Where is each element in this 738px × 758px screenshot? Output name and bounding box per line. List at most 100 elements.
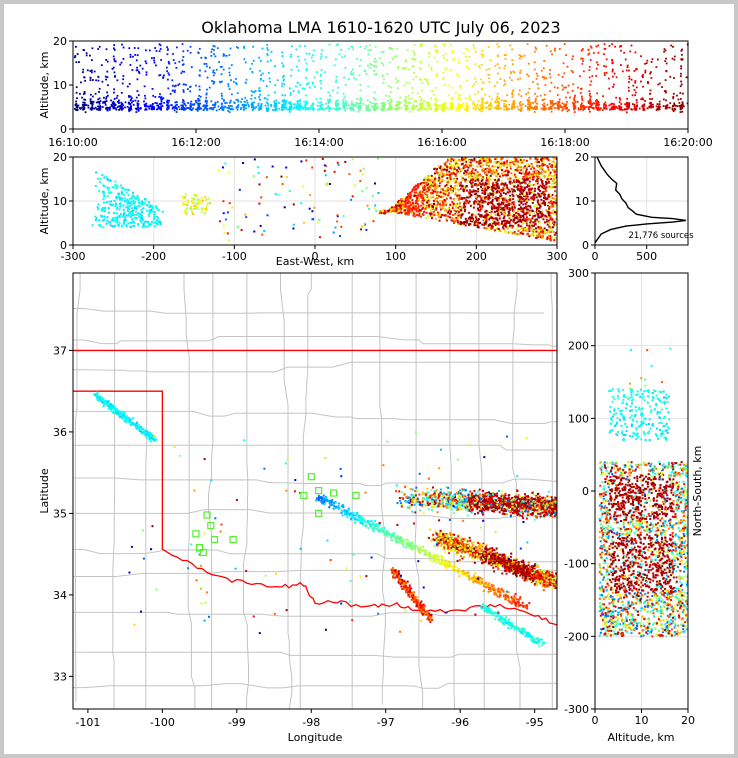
east-west-source-dot bbox=[507, 210, 510, 213]
time-altitude-source-dot bbox=[75, 91, 78, 94]
time-altitude-source-dot bbox=[158, 96, 161, 98]
time-altitude-source-dot bbox=[466, 79, 469, 82]
time-altitude-source-dot bbox=[358, 74, 361, 76]
east-west-source-dot bbox=[425, 217, 427, 219]
time-altitude-source-dot bbox=[426, 81, 429, 84]
east-west-source-dot bbox=[451, 164, 454, 167]
time-altitude-source-dot bbox=[228, 67, 231, 70]
east-west-source-dot bbox=[463, 178, 466, 181]
time-altitude-source-dot bbox=[605, 71, 608, 74]
east-west-source-dot bbox=[531, 199, 534, 202]
east-west-source-dot bbox=[501, 162, 504, 165]
east-west-source-dot bbox=[495, 181, 498, 184]
east-west-source-dot bbox=[513, 201, 516, 204]
time-altitude-source-dot bbox=[519, 57, 521, 60]
east-west-source-dot bbox=[497, 166, 499, 169]
time-altitude-source-dot bbox=[75, 100, 77, 103]
time-altitude-source-dot bbox=[158, 74, 161, 77]
east-west-source-dot bbox=[484, 187, 487, 190]
time-altitude-source-dot bbox=[375, 60, 378, 63]
time-altitude-source-dot bbox=[595, 103, 598, 106]
time-altitude-source-dot bbox=[650, 71, 652, 73]
time-altitude-source-dot bbox=[426, 106, 429, 108]
east-west-source-dot bbox=[489, 223, 492, 226]
time-altitude-source-dot bbox=[335, 81, 337, 83]
time-altitude-source-dot bbox=[159, 93, 161, 96]
time-altitude-source-dot bbox=[336, 102, 339, 105]
time-altitude-source-dot bbox=[588, 69, 591, 71]
east-west-source-dot bbox=[450, 172, 453, 175]
time-altitude-source-dot bbox=[551, 53, 553, 56]
east-west-source-dot bbox=[536, 158, 539, 161]
east-west-source-dot bbox=[507, 221, 510, 224]
east-west-source-dot bbox=[133, 196, 136, 198]
east-west-source-dot bbox=[222, 200, 225, 203]
east-west-source-dot bbox=[120, 186, 123, 189]
time-altitude-source-dot bbox=[549, 100, 552, 102]
time-altitude-source-dot bbox=[645, 62, 648, 64]
time-altitude-source-dot bbox=[89, 76, 92, 79]
east-west-source-dot bbox=[123, 188, 126, 191]
time-altitude-source-dot bbox=[421, 105, 423, 108]
time-altitude-source-dot bbox=[230, 79, 232, 81]
east-west-source-dot bbox=[535, 236, 538, 239]
time-altitude-source-dot bbox=[313, 76, 316, 79]
east-west-source-dot bbox=[197, 202, 199, 205]
east-west-source-dot bbox=[512, 218, 515, 221]
time-altitude-source-dot bbox=[527, 107, 529, 110]
east-west-source-dot bbox=[540, 198, 543, 201]
east-west-source-dot bbox=[445, 195, 448, 198]
east-west-source-dot bbox=[527, 205, 530, 208]
time-altitude-source-dot bbox=[511, 96, 514, 98]
time-altitude-source-dot bbox=[529, 107, 532, 109]
time-altitude-source-dot bbox=[557, 107, 560, 109]
time-altitude-source-dot bbox=[137, 94, 140, 96]
time-altitude-source-dot bbox=[141, 67, 144, 70]
time-altitude-source-dot bbox=[106, 70, 109, 73]
time-altitude-source-dot bbox=[135, 69, 138, 72]
east-west-source-dot bbox=[517, 220, 520, 223]
time-altitude-source-dot bbox=[327, 98, 329, 101]
east-west-source-dot bbox=[553, 161, 556, 164]
time-altitude-source-dot bbox=[561, 102, 564, 105]
time-altitude-source-dot bbox=[120, 103, 123, 106]
time-altitude-source-dot bbox=[321, 106, 323, 109]
time-altitude-source-dot bbox=[159, 74, 162, 76]
east-west-source-dot bbox=[433, 203, 435, 205]
time-altitude-source-dot bbox=[304, 45, 306, 47]
time-altitude-source-dot bbox=[287, 108, 289, 111]
time-altitude-source-dot bbox=[403, 84, 406, 87]
time-altitude-source-dot bbox=[296, 100, 299, 102]
time-altitude-source-dot bbox=[650, 106, 653, 109]
time-altitude-source-dot bbox=[488, 81, 491, 83]
east-west-source-dot bbox=[480, 174, 483, 177]
east-west-source-dot bbox=[470, 173, 473, 176]
time-altitude-source-dot bbox=[221, 102, 223, 105]
time-altitude-source-dot bbox=[611, 70, 614, 73]
east-west-source-dot bbox=[509, 180, 512, 183]
time-altitude-source-dot bbox=[269, 80, 271, 83]
east-west-source-dot bbox=[123, 221, 126, 224]
time-altitude-source-dot bbox=[549, 105, 552, 108]
east-west-source-dot bbox=[520, 231, 523, 233]
time-altitude-source-dot bbox=[543, 60, 546, 62]
time-altitude-source-dot bbox=[543, 93, 546, 96]
east-west-source-dot bbox=[421, 199, 424, 202]
east-west-source-dot bbox=[450, 219, 453, 222]
east-west-source-dot bbox=[517, 208, 520, 210]
time-altitude-source-dot bbox=[254, 107, 257, 109]
time-altitude-source-dot bbox=[84, 79, 86, 82]
time-altitude-source-dot bbox=[436, 106, 439, 109]
time-altitude-source-dot bbox=[424, 78, 426, 80]
time-altitude-source-dot bbox=[156, 104, 159, 107]
east-west-source-dot bbox=[300, 160, 303, 163]
east-west-source-dot bbox=[500, 213, 503, 216]
east-west-source-dot bbox=[453, 209, 456, 212]
time-altitude-source-dot bbox=[666, 104, 669, 106]
time-altitude-source-dot bbox=[317, 101, 320, 104]
time-altitude-source-dot bbox=[334, 102, 337, 105]
east-west-source-dot bbox=[487, 225, 490, 227]
east-west-source-dot bbox=[149, 211, 152, 214]
east-west-source-dot bbox=[515, 212, 518, 214]
time-altitude-source-dot bbox=[671, 107, 674, 110]
